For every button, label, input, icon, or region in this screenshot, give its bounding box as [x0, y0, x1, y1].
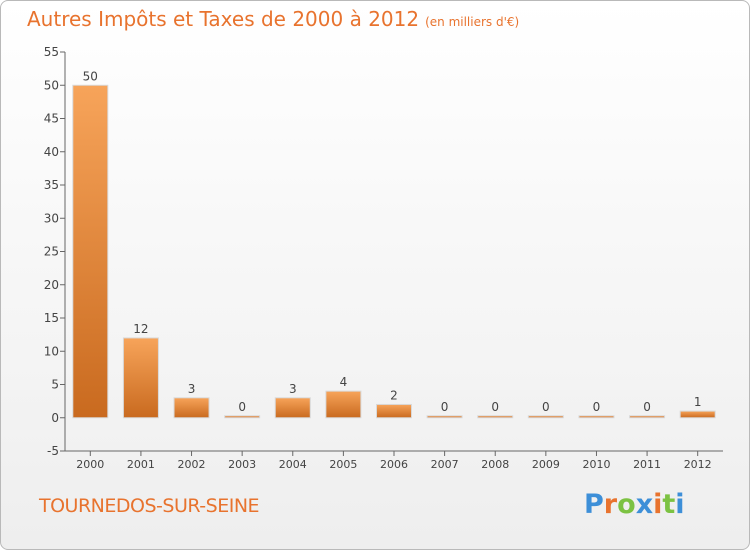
- x-tick-label: 2009: [532, 458, 560, 471]
- y-tick-label: 20: [44, 278, 59, 292]
- value-label-2000: 50: [83, 69, 98, 83]
- y-tick-label: 10: [44, 344, 59, 358]
- x-axis-ticks: 2000 2001 2002 2003 2004 2005 2006 2007 2008 2009…: [76, 451, 712, 471]
- value-label-2003: 0: [238, 400, 246, 414]
- chart-unit: (en milliers d'€): [425, 15, 520, 29]
- value-label-2007: 0: [441, 400, 449, 414]
- bar-2006: [376, 403, 412, 419]
- brand-letter: r: [603, 489, 618, 520]
- chart-title: Autres Impôts et Taxes de 2000 à 2012 (en…: [27, 7, 519, 31]
- bar-2009: [527, 415, 564, 419]
- value-labels: 50 12 3 0 3 4 2 0 0 0 0 0 1: [83, 69, 702, 414]
- y-axis-ticks: -5 0 5 10 15 20 25 30 35 40 45 50 55: [44, 45, 65, 458]
- value-label-2002: 3: [188, 382, 196, 396]
- y-tick-label: 0: [51, 411, 59, 425]
- brand-letter: o: [617, 489, 636, 520]
- bar-2011: [629, 415, 666, 419]
- bar-2004: [274, 397, 311, 419]
- value-label-2012: 1: [694, 395, 702, 409]
- y-tick-label: 25: [44, 245, 59, 259]
- x-tick-label: 2011: [633, 458, 661, 471]
- bars: [72, 84, 716, 419]
- y-tick-label: 55: [44, 45, 59, 59]
- value-label-2011: 0: [643, 400, 651, 414]
- brand-letter: i: [675, 489, 685, 520]
- x-tick-label: 2006: [380, 458, 408, 471]
- y-tick-label: 35: [44, 178, 59, 192]
- x-tick-label: 2004: [279, 458, 307, 471]
- value-label-2008: 0: [491, 400, 499, 414]
- bar-2010: [578, 415, 615, 419]
- value-label-2001: 12: [133, 322, 148, 336]
- y-tick-label: 40: [44, 145, 59, 159]
- y-tick-label: 50: [44, 78, 59, 92]
- value-label-2005: 4: [340, 375, 348, 389]
- x-tick-label: 2002: [178, 458, 206, 471]
- x-tick-label: 2012: [684, 458, 712, 471]
- chart-title-text: Autres Impôts et Taxes de 2000 à 2012: [27, 7, 420, 31]
- y-tick-label: 30: [44, 211, 59, 225]
- x-tick-label: 2001: [127, 458, 155, 471]
- x-tick-label: 2005: [329, 458, 357, 471]
- x-tick-label: 2008: [481, 458, 509, 471]
- bar-2012: [679, 410, 716, 419]
- bar-2007: [426, 415, 463, 419]
- y-tick-label: 5: [51, 378, 59, 392]
- bar-2000: [72, 84, 109, 419]
- x-tick-label: 2007: [431, 458, 459, 471]
- x-tick-label: 2003: [228, 458, 256, 471]
- x-tick-label: 2000: [76, 458, 104, 471]
- y-tick-label: -5: [47, 444, 59, 458]
- bar-2003: [224, 415, 261, 419]
- brand-letter: P: [584, 489, 604, 520]
- value-label-2010: 0: [593, 400, 601, 414]
- brand-letter: i: [653, 489, 663, 520]
- y-tick-label: 45: [44, 112, 59, 126]
- brand-letter: t: [662, 489, 676, 520]
- value-label-2006: 2: [390, 388, 398, 402]
- bar-2005: [325, 390, 362, 419]
- commune-name: TOURNEDOS-SUR-SEINE: [39, 495, 260, 517]
- value-label-2009: 0: [542, 400, 550, 414]
- value-label-2004: 3: [289, 382, 297, 396]
- y-tick-label: 15: [44, 311, 59, 325]
- bar-2002: [173, 397, 210, 419]
- bar-2001: [122, 337, 159, 419]
- brand-letter: x: [635, 489, 654, 520]
- x-tick-label: 2010: [582, 458, 610, 471]
- proxiti-logo: Proxiti: [584, 489, 685, 520]
- bar-2008: [477, 415, 514, 419]
